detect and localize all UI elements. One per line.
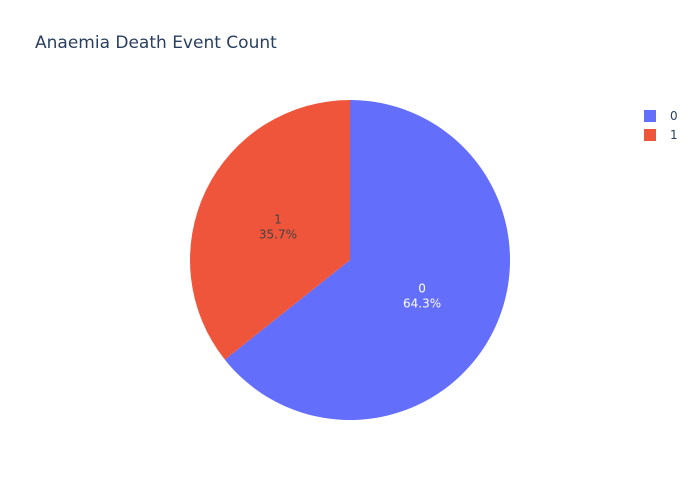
pie-label-1: 1 35.7% xyxy=(259,212,297,241)
chart-title: Anaemia Death Event Count xyxy=(35,33,277,53)
pie-labels: 0 64.3% 1 35.7% xyxy=(259,212,441,310)
legend-item-0[interactable]: 0 xyxy=(644,106,678,125)
pie-label-0: 0 64.3% xyxy=(403,282,441,311)
pie-label-percent-1: 35.7% xyxy=(259,227,297,241)
pie-label-category-1: 1 xyxy=(274,212,282,226)
legend-swatch-1 xyxy=(644,128,656,141)
pie-slices xyxy=(190,100,510,420)
legend-swatch-0 xyxy=(644,109,656,122)
legend-label-0: 0 xyxy=(670,108,678,123)
pie-label-percent-0: 64.3% xyxy=(403,297,441,311)
pie-slice-1[interactable] xyxy=(190,100,350,360)
legend-item-1[interactable]: 1 xyxy=(644,125,678,144)
pie-label-category-0: 0 xyxy=(418,282,426,296)
legend: 0 1 xyxy=(644,106,678,144)
legend-label-1: 1 xyxy=(670,127,678,142)
pie-slice-0[interactable] xyxy=(224,100,510,420)
